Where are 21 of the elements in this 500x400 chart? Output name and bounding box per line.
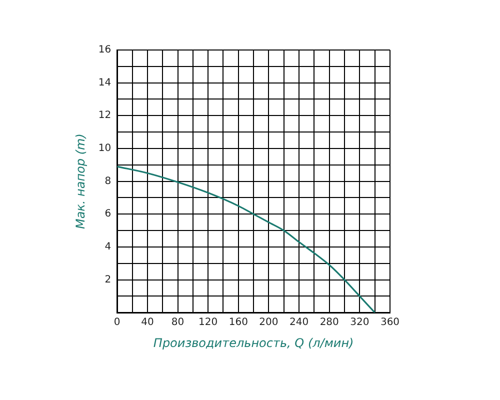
x-tick-label: 360 bbox=[380, 317, 400, 328]
x-tick-label: 120 bbox=[198, 317, 218, 328]
line-series bbox=[117, 166, 376, 313]
x-tick-label: 320 bbox=[350, 317, 370, 328]
y-tick-label: 16 bbox=[98, 44, 112, 56]
y-tick-label: 8 bbox=[104, 176, 112, 187]
y-tick-label: 12 bbox=[98, 110, 112, 122]
x-tick-label: 0 bbox=[114, 317, 120, 328]
y-tick-label: 4 bbox=[104, 242, 112, 253]
y-tick-label: 2 bbox=[104, 274, 112, 286]
y-tick-label: 14 bbox=[98, 77, 112, 88]
y-tick-label: 10 bbox=[98, 143, 112, 154]
x-tick-label: 280 bbox=[320, 317, 339, 328]
x-tick-label: 160 bbox=[228, 317, 248, 328]
x-tick-label: 40 bbox=[141, 317, 154, 328]
x-tick-label: 200 bbox=[259, 317, 278, 328]
y-axis-title: Мак. напор (m) bbox=[73, 134, 88, 230]
x-tick-label: 80 bbox=[171, 317, 184, 328]
x-axis-title: Производительность, Q (л/мин) bbox=[153, 336, 354, 350]
x-tick-label: 240 bbox=[289, 317, 309, 328]
y-tick-label: 6 bbox=[104, 208, 112, 220]
